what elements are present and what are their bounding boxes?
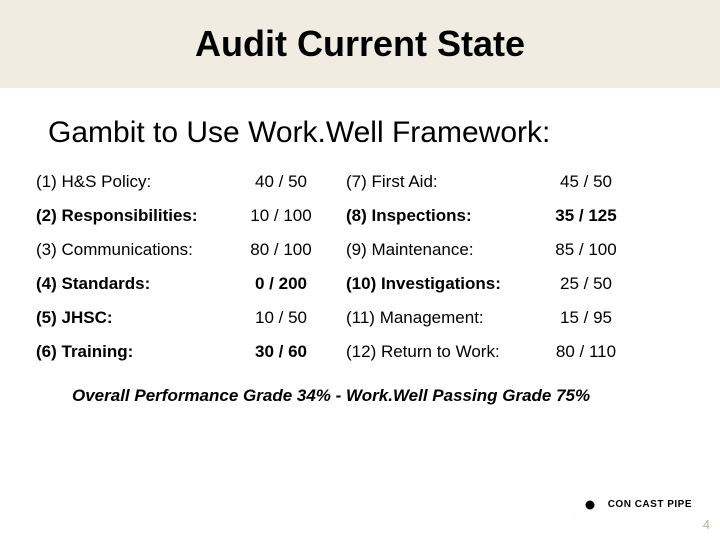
footer-summary: Overall Performance Grade 34% - Work.Wel… xyxy=(72,386,720,406)
row-label: (12) Return to Work: xyxy=(336,342,536,362)
row-score: 15 / 95 xyxy=(536,308,636,328)
row-label: (9) Maintenance: xyxy=(336,240,536,260)
row-label: (5) JHSC: xyxy=(36,308,226,328)
row-label: (6) Training: xyxy=(36,342,226,362)
overall-grade: Overall Performance Grade 34% xyxy=(72,386,331,405)
page-title: Audit Current State xyxy=(195,23,525,65)
audit-table: (1) H&S Policy: 40 / 50 (7) First Aid: 4… xyxy=(36,172,720,362)
row-label: (11) Management: xyxy=(336,308,536,328)
row-label: (10) Investigations: xyxy=(336,274,536,294)
row-score: 45 / 50 xyxy=(536,172,636,192)
row-score: 30 / 60 xyxy=(226,342,336,362)
logo-icon xyxy=(568,490,602,520)
row-score: 85 / 100 xyxy=(536,240,636,260)
logo-text: CON CAST PIPE xyxy=(608,500,692,510)
company-logo: CON CAST PIPE xyxy=(568,490,692,520)
row-label: (8) Inspections: xyxy=(336,206,536,226)
row-label: (7) First Aid: xyxy=(336,172,536,192)
passing-grade: Work.Well Passing Grade 75% xyxy=(346,386,590,405)
row-label: (2) Responsibilities: xyxy=(36,206,226,226)
row-score: 25 / 50 xyxy=(536,274,636,294)
subtitle: Gambit to Use Work.Well Framework: xyxy=(48,116,720,150)
header-band: Audit Current State xyxy=(0,0,720,88)
row-score: 10 / 50 xyxy=(226,308,336,328)
row-label: (4) Standards: xyxy=(36,274,226,294)
row-label: (3) Communications: xyxy=(36,240,226,260)
row-score: 35 / 125 xyxy=(536,206,636,226)
row-score: 40 / 50 xyxy=(226,172,336,192)
row-label: (1) H&S Policy: xyxy=(36,172,226,192)
row-score: 0 / 200 xyxy=(226,274,336,294)
page-number: 4 xyxy=(703,517,710,532)
row-score: 10 / 100 xyxy=(226,206,336,226)
footer-sep: - xyxy=(331,386,346,405)
row-score: 80 / 100 xyxy=(226,240,336,260)
row-score: 80 / 110 xyxy=(536,342,636,362)
